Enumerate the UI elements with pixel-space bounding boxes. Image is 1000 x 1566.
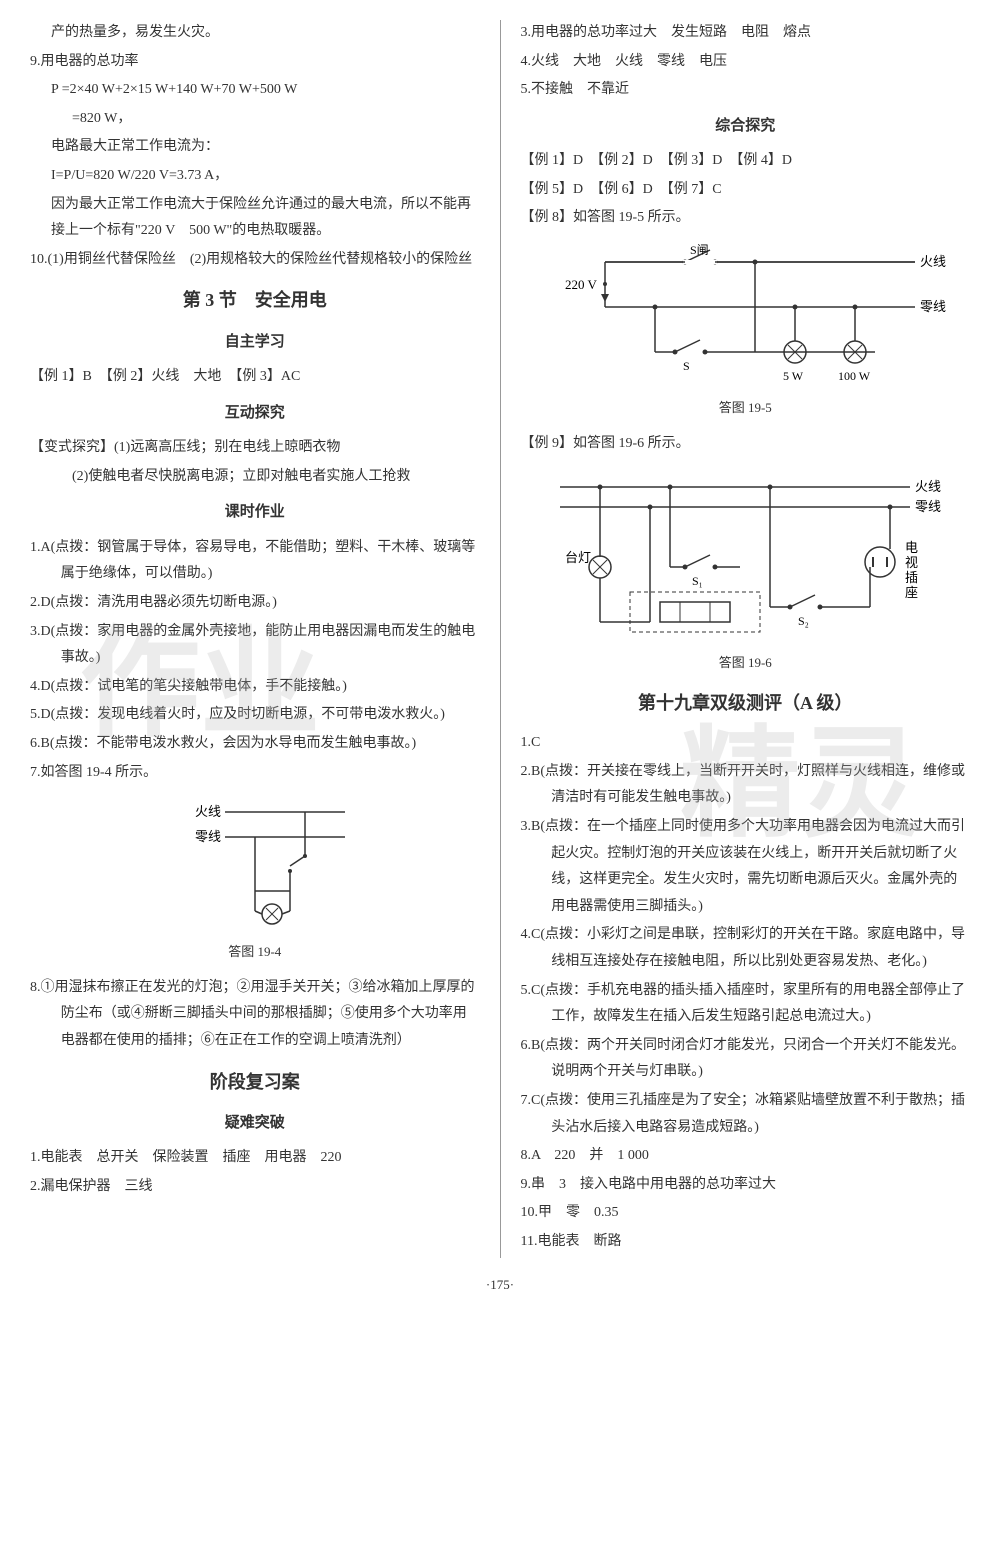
c9: 9.串 3 接入电路中用电器的总功率过大 bbox=[521, 1172, 971, 1199]
q9-title: 用电器的总功率 bbox=[41, 54, 139, 69]
keshi-q4: 4.D(点拨：试电笔的笔尖接触带电体，手不能接触。) bbox=[30, 674, 480, 701]
bianshi1: 【变式探究】(1)远离高压线；别在电线上晾晒衣物 bbox=[30, 435, 480, 462]
svg-text:插: 插 bbox=[905, 570, 918, 585]
figure-19-6: 火线 零线 台灯 S₁ bbox=[521, 467, 971, 676]
q9-block: 9.用电器的总功率 bbox=[30, 49, 480, 76]
c4: 4.C(点拨：小彩灯之间是串联，控制彩灯的开关在干路。家庭电路中，导线相互连接处… bbox=[521, 922, 971, 975]
fig196-taideng: 台灯 bbox=[565, 550, 591, 565]
zizhu-title: 自主学习 bbox=[30, 328, 480, 357]
q9-text2: 因为最大正常工作电流大于保险丝允许通过的最大电流，所以不能再接上一个标有"220… bbox=[30, 192, 480, 245]
fig195-label: 答图 19-5 bbox=[521, 396, 971, 421]
fig196-huo: 火线 bbox=[915, 479, 941, 494]
keshi-q3: 3.D(点拨：家用电器的金属外壳接地，能防止用电器因漏电而发生的触电事故。) bbox=[30, 619, 480, 672]
fig195-s: S bbox=[683, 359, 690, 373]
ch19-title: 第十九章双级测评（A 级） bbox=[521, 686, 971, 720]
bianshi2: (2)使触电者尽快脱离电源；立即对触电者实施人工抢救 bbox=[30, 464, 480, 491]
fig195-w5: 5 W bbox=[783, 369, 804, 383]
ex-line1: 【例 1】D 【例 2】D 【例 3】D 【例 4】D bbox=[521, 148, 971, 175]
section-3-title: 第 3 节 安全用电 bbox=[30, 283, 480, 317]
keshi-q6: 6.B(点拨：不能带电泼水救火，会因为水导电而发生触电事故。) bbox=[30, 731, 480, 758]
c8: 8.A 220 并 1 000 bbox=[521, 1143, 971, 1170]
c1: 1.C bbox=[521, 730, 971, 757]
figure-19-4: 火线 零线 答图 19-4 bbox=[30, 796, 480, 965]
c5: 5.C(点拨：手机充电器的插头插入插座时，家里所有的用电器全部停止了工作，故障发… bbox=[521, 978, 971, 1031]
right-column: 3.用电器的总功率过大 发生短路 电阻 熔点 4.火线 大地 火线 零线 电压 … bbox=[521, 20, 971, 1258]
svg-text:座: 座 bbox=[905, 585, 918, 600]
circuit-19-6-svg: 火线 零线 台灯 S₁ bbox=[530, 467, 960, 647]
q9-num: 9. bbox=[30, 54, 41, 69]
q9-eq3: I=P/U=820 W/220 V=3.73 A， bbox=[30, 163, 480, 190]
q9-eq1: P =2×40 W+2×15 W+140 W+70 W+500 W bbox=[30, 77, 480, 104]
fig195-smain: S闸 bbox=[690, 243, 709, 257]
fig195-huo: 火线 bbox=[920, 254, 946, 269]
q10-text: (1)用铜丝代替保险丝 (2)用规格较大的保险丝代替规格较小的保险丝 bbox=[48, 252, 473, 267]
ex-line2: 【例 5】D 【例 6】D 【例 7】C bbox=[521, 177, 971, 204]
keshi-title: 课时作业 bbox=[30, 498, 480, 527]
r3: 3.用电器的总功率过大 发生短路 电阻 熔点 bbox=[521, 20, 971, 47]
q9-text1: 电路最大正常工作电流为： bbox=[30, 134, 480, 161]
figure-19-5: 火线 S闸 220 V 零线 S bbox=[521, 242, 971, 421]
keshi-q5: 5.D(点拨：发现电线着火时，应及时切断电源，不可带电泼水救火。) bbox=[30, 702, 480, 729]
keshi-q2: 2.D(点拨：清洗用电器必须先切断电源。) bbox=[30, 590, 480, 617]
q9-eq2: =820 W， bbox=[30, 106, 480, 133]
fig194-label: 答图 19-4 bbox=[30, 940, 480, 965]
hudong-title: 互动探究 bbox=[30, 399, 480, 428]
intro-text: 产的热量多，易发生火灾。 bbox=[30, 20, 480, 47]
fig196-s1: S₁ bbox=[692, 574, 703, 588]
q10-block: 10.(1)用铜丝代替保险丝 (2)用规格较大的保险丝代替规格较小的保险丝 bbox=[30, 247, 480, 274]
zonghe-title: 综合探究 bbox=[521, 112, 971, 141]
yinan-2: 2.漏电保护器 三线 bbox=[30, 1174, 480, 1201]
page-container: 产的热量多，易发生火灾。 9.用电器的总功率 P =2×40 W+2×15 W+… bbox=[30, 20, 970, 1258]
fig196-s2: S₂ bbox=[798, 614, 809, 628]
r5: 5.不接触 不靠近 bbox=[521, 77, 971, 104]
column-divider bbox=[500, 20, 501, 1258]
keshi-q1: 1.A(点拨：钢管属于导体，容易导电，不能借助；塑料、干木棒、玻璃等属于绝缘体，… bbox=[30, 535, 480, 588]
keshi-q8: 8.①用湿抹布擦正在发光的灯泡；②用湿手关开关；③给冰箱加上厚厚的防尘布（或④掰… bbox=[30, 975, 480, 1055]
fig195-w100: 100 W bbox=[838, 369, 871, 383]
q10-num: 10. bbox=[30, 252, 48, 267]
c3: 3.B(点拨：在一个插座上同时使用多个大功率用电器会因为电流过大而引起火灾。控制… bbox=[521, 814, 971, 920]
c6: 6.B(点拨：两个开关同时闭合灯才能发光，只闭合一个开关灯不能发光。说明两个开关… bbox=[521, 1033, 971, 1086]
fig195-v220: 220 V bbox=[565, 277, 598, 292]
fig194-huo: 火线 bbox=[195, 804, 221, 819]
keshi-q7: 7.如答图 19-4 所示。 bbox=[30, 760, 480, 787]
yinan-1: 1.电能表 总开关 保险装置 插座 用电器 220 bbox=[30, 1145, 480, 1172]
fig196-label: 答图 19-6 bbox=[521, 651, 971, 676]
svg-text:视: 视 bbox=[905, 555, 918, 570]
circuit-19-4-svg: 火线 零线 bbox=[145, 796, 365, 936]
ex8: 【例 8】如答图 19-5 所示。 bbox=[521, 205, 971, 232]
yinan-title: 疑难突破 bbox=[30, 1109, 480, 1138]
c2: 2.B(点拨：开关接在零线上，当断开开关时，灯照样与火线相连，维修或清洁时有可能… bbox=[521, 759, 971, 812]
c7: 7.C(点拨：使用三孔插座是为了安全；冰箱紧贴墙壁放置不利于散热；插头沾水后接入… bbox=[521, 1088, 971, 1141]
ex9: 【例 9】如答图 19-6 所示。 bbox=[521, 431, 971, 458]
fig195-ling: 零线 bbox=[920, 299, 946, 314]
circuit-19-5-svg: 火线 S闸 220 V 零线 S bbox=[535, 242, 955, 392]
left-column: 产的热量多，易发生火灾。 9.用电器的总功率 P =2×40 W+2×15 W+… bbox=[30, 20, 480, 1258]
page-number: ·175· bbox=[30, 1273, 970, 1298]
c11: 11.电能表 断路 bbox=[521, 1229, 971, 1256]
r4: 4.火线 大地 火线 零线 电压 bbox=[521, 49, 971, 76]
c10: 10.甲 零 0.35 bbox=[521, 1200, 971, 1227]
fig196-dianshi-1: 电 bbox=[905, 540, 918, 555]
jieduan-title: 阶段复习案 bbox=[30, 1065, 480, 1099]
fig196-ling: 零线 bbox=[915, 499, 941, 514]
fig194-ling: 零线 bbox=[195, 829, 221, 844]
zizhu-line: 【例 1】B 【例 2】火线 大地 【例 3】AC bbox=[30, 364, 480, 391]
